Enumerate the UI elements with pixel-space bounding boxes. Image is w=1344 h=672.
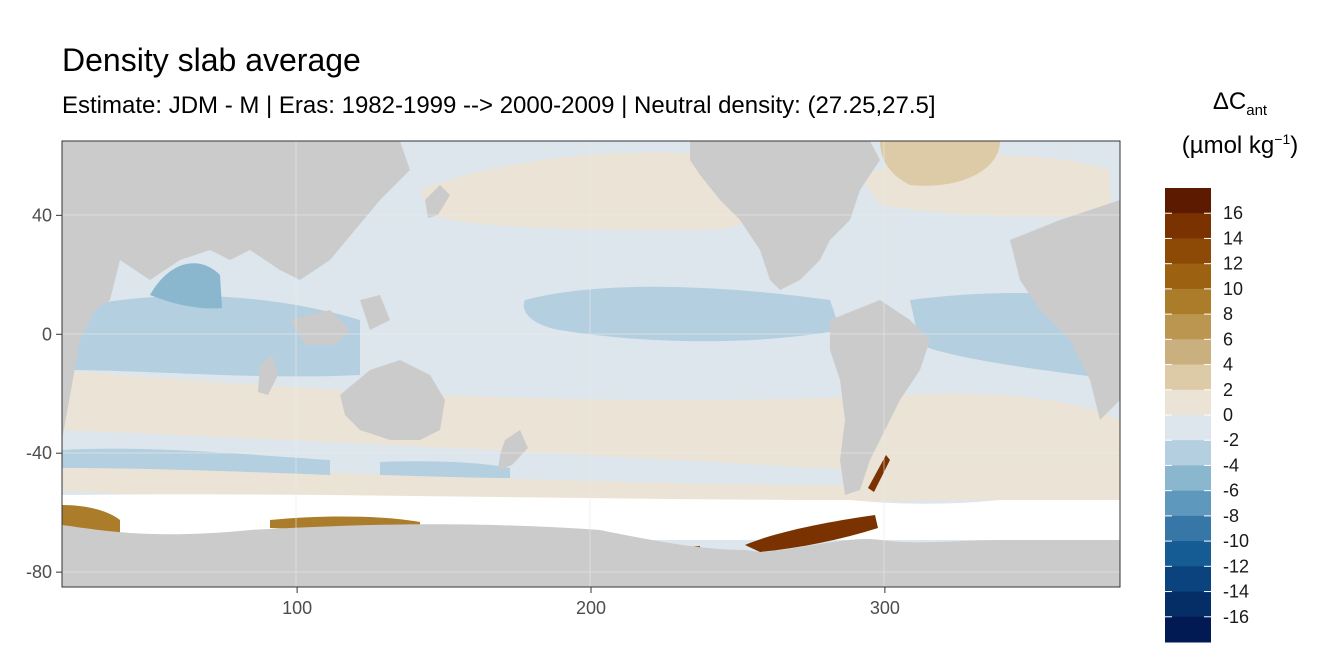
legend-break-label: -2 [1223,430,1239,450]
legend-color-bin [1165,339,1211,366]
legend-break-label: 4 [1223,355,1233,375]
legend: 16 14 12 10 8 6 4 2 0 -2 -4 -6 -8 -10 -12 -14 -16 [1165,188,1249,643]
legend-color-bin [1165,288,1211,315]
legend-break-label: -12 [1223,556,1249,576]
legend-break-label: -14 [1223,582,1249,602]
legend-color-bin [1165,465,1211,492]
legend-break-label: 2 [1223,380,1233,400]
legend-color-bin [1165,238,1211,265]
land-japan [425,185,450,218]
land-africa-europe [62,141,410,440]
legend-break-label: 0 [1223,405,1233,425]
legend-break-label: -10 [1223,531,1249,551]
legend-color-bin [1165,213,1211,239]
legend-title-unit-prefix: (µmol kg [1181,131,1275,159]
legend-break-label: -16 [1223,607,1249,627]
legend-title-unit-sup: −1 [1274,130,1291,147]
map-panel [62,141,1120,587]
y-tick-label: 0 [42,324,52,344]
gridlines [62,141,1120,587]
legend-color-bin [1165,616,1211,643]
legend-color-bin [1165,541,1211,567]
land-south-america [830,300,930,495]
legend-color-bin [1165,440,1211,466]
legend-break-label: 10 [1223,279,1243,299]
x-tick-label: 100 [282,598,312,618]
arabian-sea-blue-patch [150,263,222,309]
legend-break-label: 14 [1223,228,1243,248]
legend-color-bin [1165,490,1211,517]
chart-subtitle: Estimate: JDM - M | Eras: 1982-1999 --> … [62,92,936,119]
chart-title: Density slab average [62,42,361,78]
land-new-zealand [498,430,528,470]
y-tick-label: -80 [26,562,52,582]
legend-break-label: -4 [1223,455,1239,475]
southern-ocean-blue-streaks [62,448,1120,530]
legend-break-label: 16 [1223,203,1243,223]
land-australia [340,360,445,440]
indian-ocean-blue-band [62,296,360,377]
x-tick-label: 300 [870,598,900,618]
legend-break-label: -6 [1223,481,1239,501]
x-tick-label: 200 [576,598,606,618]
y-tick-label: -40 [26,443,52,463]
pacific-sector-brown-blob [745,515,878,552]
legend-break-label: 8 [1223,304,1233,324]
southern-ocean-light-band [62,430,850,485]
y-tick-label: 40 [32,205,52,225]
y-axis: 40 0 -40 -80 [26,205,62,582]
land-maritime-se-asia [290,295,390,345]
legend-color-bin [1165,314,1211,340]
land-antarctica [62,524,1120,587]
north-pacific-brown-band [420,152,786,230]
legend-color-bin [1165,415,1211,441]
land-madagascar [258,355,278,395]
land-africa-east [1010,200,1120,420]
legend-color-bin [1165,389,1211,416]
legend-color-bin [1165,515,1211,542]
legend-break-label: -8 [1223,506,1239,526]
legend-title: ΔCant (µmol kg−1) [1160,88,1320,160]
legend-color-bin [1165,591,1211,618]
legend-color-bin [1165,364,1211,391]
x-axis: 100 200 300 [282,587,900,618]
legend-color-bin [1165,188,1211,214]
legend-title-sub: ant [1246,101,1268,119]
north-atlantic-tan-patch [880,141,1000,186]
equatorial-pacific-blue-band [523,286,840,342]
legend-color-bin [1165,263,1211,290]
legend-break-label: 12 [1223,254,1243,274]
legend-title-unit-suffix: ) [1290,131,1299,159]
legend-title-main: ΔC [1212,88,1247,115]
legend-color-bin [1165,566,1211,593]
legend-break-label: 6 [1223,329,1233,349]
